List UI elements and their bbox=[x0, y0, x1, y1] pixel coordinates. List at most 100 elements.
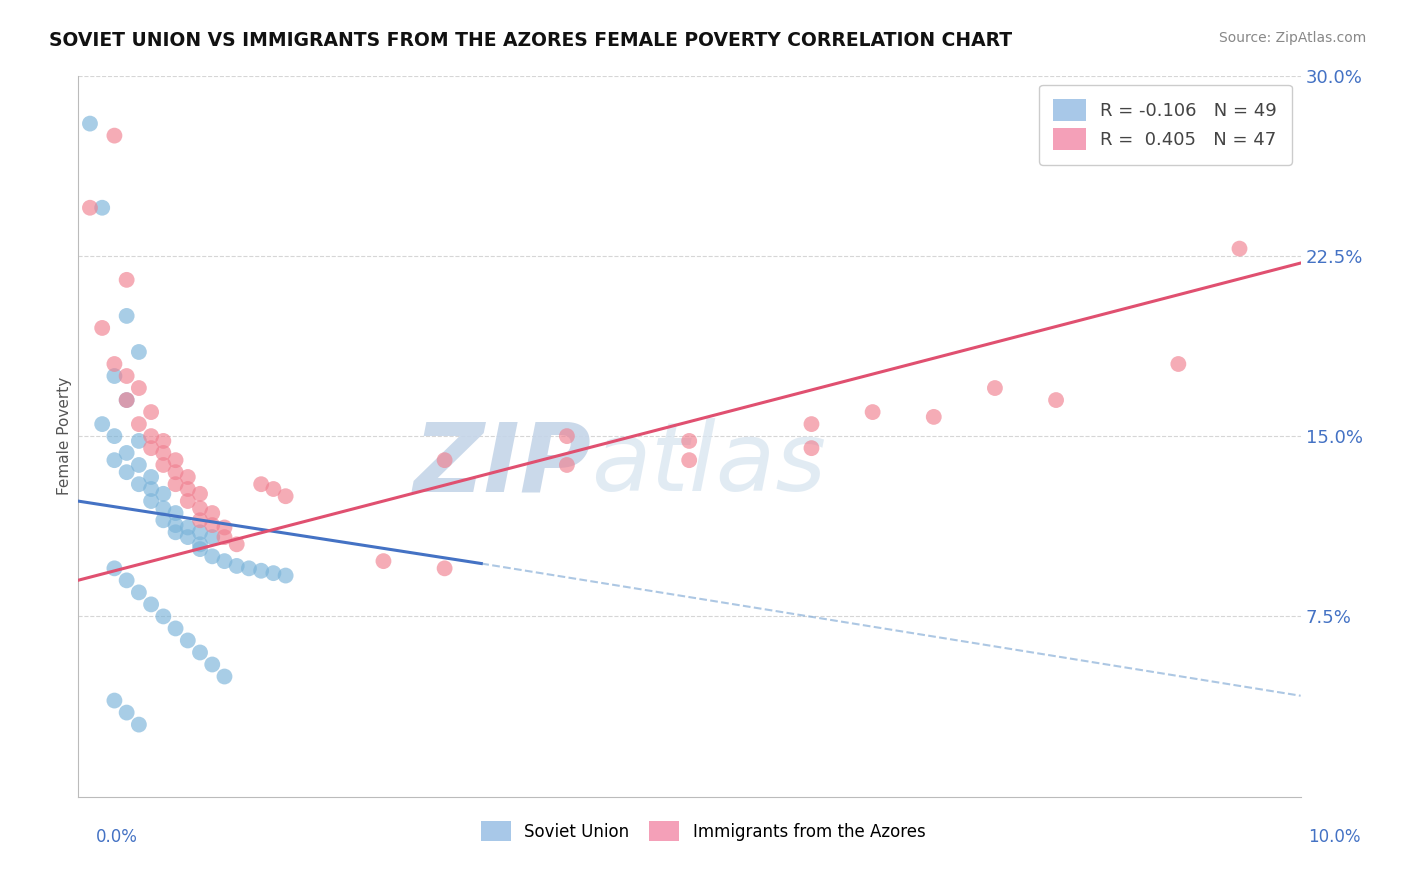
Point bbox=[188, 501, 211, 516]
Point bbox=[201, 549, 224, 564]
Point bbox=[128, 345, 150, 359]
Point bbox=[214, 554, 236, 568]
Point bbox=[128, 585, 150, 599]
Point bbox=[139, 429, 162, 443]
Point bbox=[262, 482, 284, 496]
Point bbox=[165, 622, 187, 636]
Point bbox=[177, 633, 200, 648]
Point bbox=[128, 434, 150, 448]
Text: 10.0%: 10.0% bbox=[1309, 828, 1361, 846]
Point bbox=[128, 417, 150, 431]
Point bbox=[165, 453, 187, 467]
Point bbox=[165, 465, 187, 479]
Point bbox=[103, 128, 125, 143]
Point bbox=[91, 417, 114, 431]
Point bbox=[115, 273, 138, 287]
Point bbox=[225, 558, 247, 573]
Point bbox=[201, 657, 224, 672]
Point bbox=[152, 446, 174, 460]
Point bbox=[555, 429, 578, 443]
Point bbox=[250, 564, 273, 578]
Point bbox=[128, 717, 150, 731]
Point bbox=[214, 530, 236, 544]
Point bbox=[225, 537, 247, 551]
Point bbox=[152, 513, 174, 527]
Text: 0.0%: 0.0% bbox=[96, 828, 138, 846]
Point bbox=[800, 417, 823, 431]
Point bbox=[152, 434, 174, 448]
Point bbox=[115, 706, 138, 720]
Y-axis label: Female Poverty: Female Poverty bbox=[58, 377, 72, 495]
Point bbox=[115, 446, 138, 460]
Point bbox=[214, 669, 236, 683]
Point bbox=[152, 501, 174, 516]
Point bbox=[433, 453, 456, 467]
Point bbox=[139, 470, 162, 484]
Point bbox=[165, 477, 187, 491]
Point bbox=[139, 405, 162, 419]
Point bbox=[152, 609, 174, 624]
Point bbox=[188, 645, 211, 659]
Point bbox=[214, 520, 236, 534]
Point bbox=[165, 506, 187, 520]
Point bbox=[152, 487, 174, 501]
Point bbox=[238, 561, 260, 575]
Point bbox=[433, 561, 456, 575]
Point bbox=[115, 392, 138, 407]
Point bbox=[115, 369, 138, 384]
Point bbox=[984, 381, 1007, 395]
Point bbox=[128, 381, 150, 395]
Point bbox=[115, 574, 138, 588]
Point bbox=[555, 458, 578, 472]
Point bbox=[115, 309, 138, 323]
Point bbox=[103, 693, 125, 707]
Point bbox=[177, 520, 200, 534]
Point bbox=[274, 489, 297, 503]
Point bbox=[115, 392, 138, 407]
Point bbox=[177, 494, 200, 508]
Point bbox=[177, 530, 200, 544]
Point bbox=[922, 409, 945, 424]
Point bbox=[139, 494, 162, 508]
Point bbox=[188, 542, 211, 557]
Text: ZIP: ZIP bbox=[413, 418, 592, 511]
Point bbox=[800, 441, 823, 455]
Point bbox=[79, 117, 101, 131]
Point bbox=[188, 487, 211, 501]
Point bbox=[115, 465, 138, 479]
Point bbox=[862, 405, 884, 419]
Text: atlas: atlas bbox=[592, 418, 827, 511]
Point bbox=[201, 506, 224, 520]
Point bbox=[262, 566, 284, 581]
Point bbox=[91, 201, 114, 215]
Point bbox=[250, 477, 273, 491]
Point bbox=[1167, 357, 1189, 371]
Point bbox=[103, 561, 125, 575]
Point bbox=[373, 554, 395, 568]
Point bbox=[152, 458, 174, 472]
Point bbox=[1045, 392, 1067, 407]
Point bbox=[188, 513, 211, 527]
Point bbox=[678, 434, 700, 448]
Text: Source: ZipAtlas.com: Source: ZipAtlas.com bbox=[1219, 31, 1367, 45]
Point bbox=[177, 470, 200, 484]
Legend: Soviet Union, Immigrants from the Azores: Soviet Union, Immigrants from the Azores bbox=[472, 813, 934, 850]
Point bbox=[139, 598, 162, 612]
Point bbox=[103, 429, 125, 443]
Legend: R = -0.106   N = 49, R =  0.405   N = 47: R = -0.106 N = 49, R = 0.405 N = 47 bbox=[1039, 85, 1292, 165]
Point bbox=[128, 458, 150, 472]
Point bbox=[201, 530, 224, 544]
Text: SOVIET UNION VS IMMIGRANTS FROM THE AZORES FEMALE POVERTY CORRELATION CHART: SOVIET UNION VS IMMIGRANTS FROM THE AZOR… bbox=[49, 31, 1012, 50]
Point bbox=[128, 477, 150, 491]
Point bbox=[103, 453, 125, 467]
Point bbox=[274, 568, 297, 582]
Point bbox=[201, 518, 224, 533]
Point bbox=[678, 453, 700, 467]
Point bbox=[139, 482, 162, 496]
Point bbox=[103, 369, 125, 384]
Point bbox=[165, 525, 187, 540]
Point bbox=[139, 441, 162, 455]
Point bbox=[79, 201, 101, 215]
Point bbox=[91, 321, 114, 335]
Point bbox=[177, 482, 200, 496]
